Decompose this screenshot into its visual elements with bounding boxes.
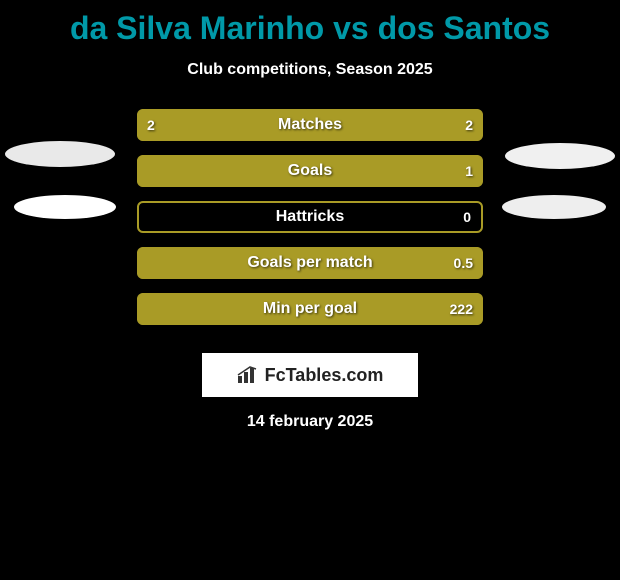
bar-track: Hattricks0 <box>137 201 483 233</box>
page-title: da Silva Marinho vs dos Santos <box>0 0 620 47</box>
bars-icon <box>237 366 259 384</box>
bar-row: Hattricks0 <box>137 201 483 233</box>
date-text: 14 february 2025 <box>0 413 620 431</box>
player-right-shape-1 <box>505 143 615 169</box>
bar-fill-right <box>137 247 483 279</box>
bar-row: Min per goal222 <box>137 293 483 325</box>
bar-value-right: 0 <box>463 203 471 231</box>
bar-fill-right <box>310 109 483 141</box>
bar-track: Matches22 <box>137 109 483 141</box>
bars-container: Matches22 Goals1 Hattricks0 Goals per match… <box>137 109 483 325</box>
bar-fill-right <box>137 155 483 187</box>
page-subtitle: Club competitions, Season 2025 <box>0 61 620 79</box>
bar-fill-right <box>137 293 483 325</box>
player-left-shape-1 <box>5 141 115 167</box>
bar-track: Min per goal222 <box>137 293 483 325</box>
bar-row: Goals per match0.5 <box>137 247 483 279</box>
fctables-logo: FcTables.com <box>202 353 418 397</box>
bar-row: Matches22 <box>137 109 483 141</box>
bar-row: Goals1 <box>137 155 483 187</box>
logo-text: FcTables.com <box>265 365 384 386</box>
bar-track: Goals1 <box>137 155 483 187</box>
bar-fill-left <box>137 109 310 141</box>
player-right-shape-2 <box>502 195 606 219</box>
player-left-shape-2 <box>14 195 116 219</box>
bar-track: Goals per match0.5 <box>137 247 483 279</box>
bar-label: Hattricks <box>139 203 481 231</box>
comparison-chart: Matches22 Goals1 Hattricks0 Goals per match… <box>0 109 620 431</box>
